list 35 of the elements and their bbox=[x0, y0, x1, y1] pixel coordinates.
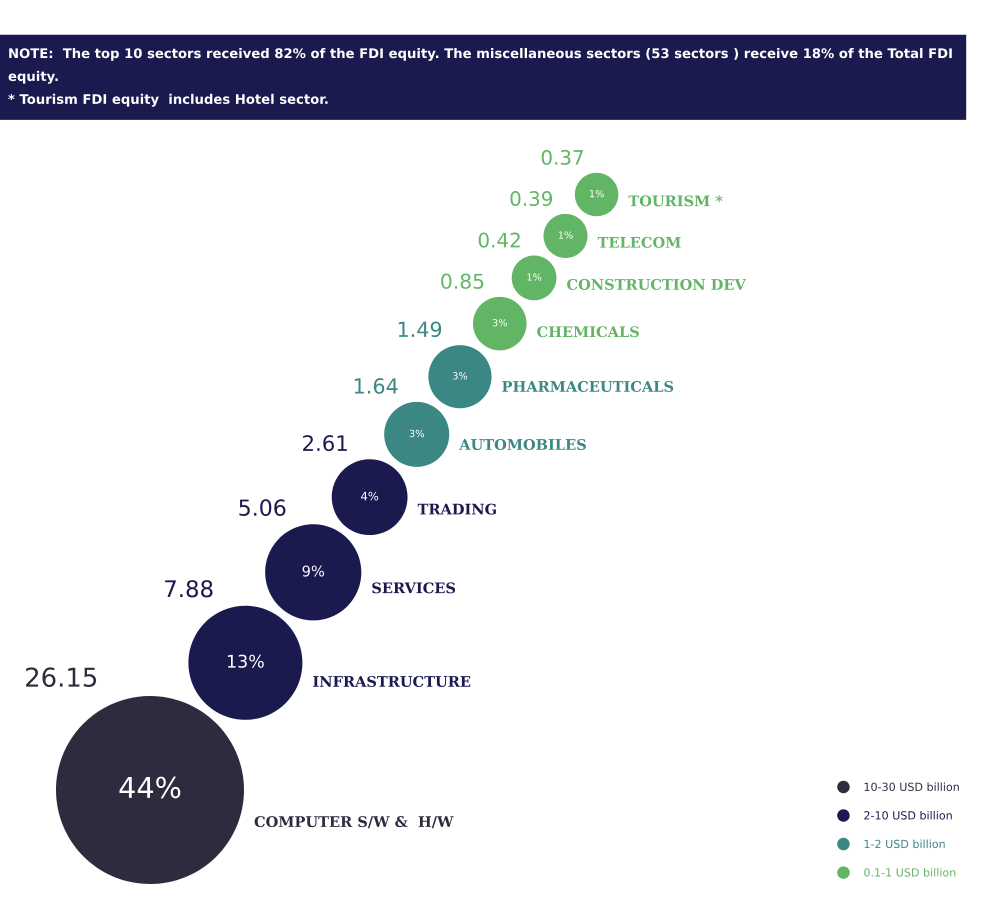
text: 13% bbox=[228, 654, 264, 668]
category-label: AUTOMOBILES bbox=[459, 438, 586, 450]
text: 3% bbox=[410, 430, 424, 438]
data-label: 0.85 bbox=[441, 274, 484, 289]
category-label: COMPUTER S/W & H/W bbox=[254, 816, 454, 828]
data-label: 7.88 bbox=[165, 580, 212, 598]
category-label: TOURISM * bbox=[628, 195, 723, 206]
text: 4% bbox=[361, 492, 378, 500]
data-label: 2.61 bbox=[303, 435, 347, 452]
category-label: TRADING bbox=[418, 504, 496, 515]
category-label: CONSTRUCTION DEV bbox=[567, 278, 746, 290]
category-label: PHARMACEUTICALS bbox=[502, 380, 674, 392]
text: 3% bbox=[492, 319, 507, 326]
legend-label: 0.1-1 USD billion bbox=[864, 868, 956, 877]
legend-label: 2-10 USD billion bbox=[864, 810, 952, 820]
legend-label: 10-30 USD billion bbox=[864, 782, 959, 792]
category-label: INFRASTRUCTURE bbox=[313, 676, 470, 687]
legend-label: 1-2 USD billion bbox=[864, 839, 945, 848]
category-label: TELECOM bbox=[598, 236, 681, 248]
data-label: 26.15 bbox=[26, 667, 96, 687]
data-label: 1.49 bbox=[398, 321, 442, 338]
text: 1% bbox=[558, 231, 573, 239]
text: 1% bbox=[527, 273, 542, 281]
text: 3% bbox=[453, 372, 468, 380]
category-label: SERVICES bbox=[372, 582, 456, 594]
text: 1% bbox=[590, 190, 604, 198]
category-label: CHEMICALS bbox=[537, 326, 639, 338]
text: NOTE: The top 10 sectors received 82% of the FDI equity. The miscellaneous sectors (53 sectors ) receive 18% of the Total FDI equity. * Tourism FDI equity includes Hotel sector. bbox=[8, 48, 952, 107]
data-label: 1.64 bbox=[354, 378, 398, 394]
text: 44% bbox=[119, 776, 180, 798]
text: 9% bbox=[302, 565, 324, 577]
data-label: 5.06 bbox=[239, 499, 286, 516]
data-label: 0.42 bbox=[478, 232, 520, 248]
data-label: 0.37 bbox=[542, 150, 583, 165]
data-label: 0.39 bbox=[510, 191, 552, 206]
